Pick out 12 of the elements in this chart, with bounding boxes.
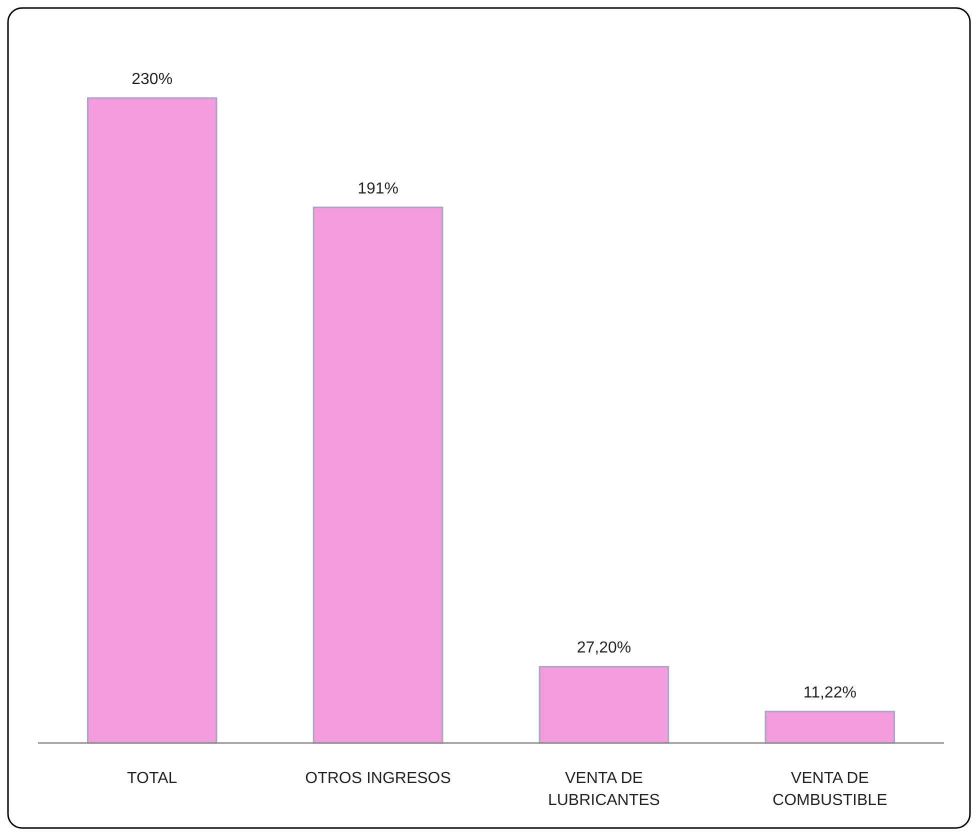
bar — [764, 710, 896, 744]
x-tick-label: TOTAL — [127, 770, 178, 787]
bar — [86, 97, 218, 744]
data-label: 191% — [358, 180, 398, 198]
data-label: 11,22% — [803, 684, 856, 702]
x-tick-label: VENTA DE LUBRICANTES — [548, 770, 660, 809]
bar — [312, 206, 444, 744]
data-label: 230% — [132, 71, 173, 88]
data-label: 27,20% — [576, 640, 632, 657]
x-tick-label: OTROS INGRESOS — [305, 770, 451, 787]
bar — [538, 666, 670, 744]
x-tick-label: VENTA DE COMBUSTIBLE — [772, 770, 888, 809]
